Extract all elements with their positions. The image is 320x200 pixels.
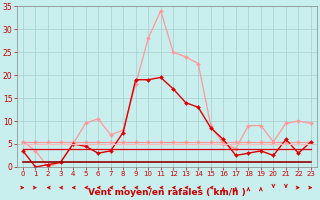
X-axis label: Vent moyen/en rafales ( km/h ): Vent moyen/en rafales ( km/h ) (88, 188, 246, 197)
